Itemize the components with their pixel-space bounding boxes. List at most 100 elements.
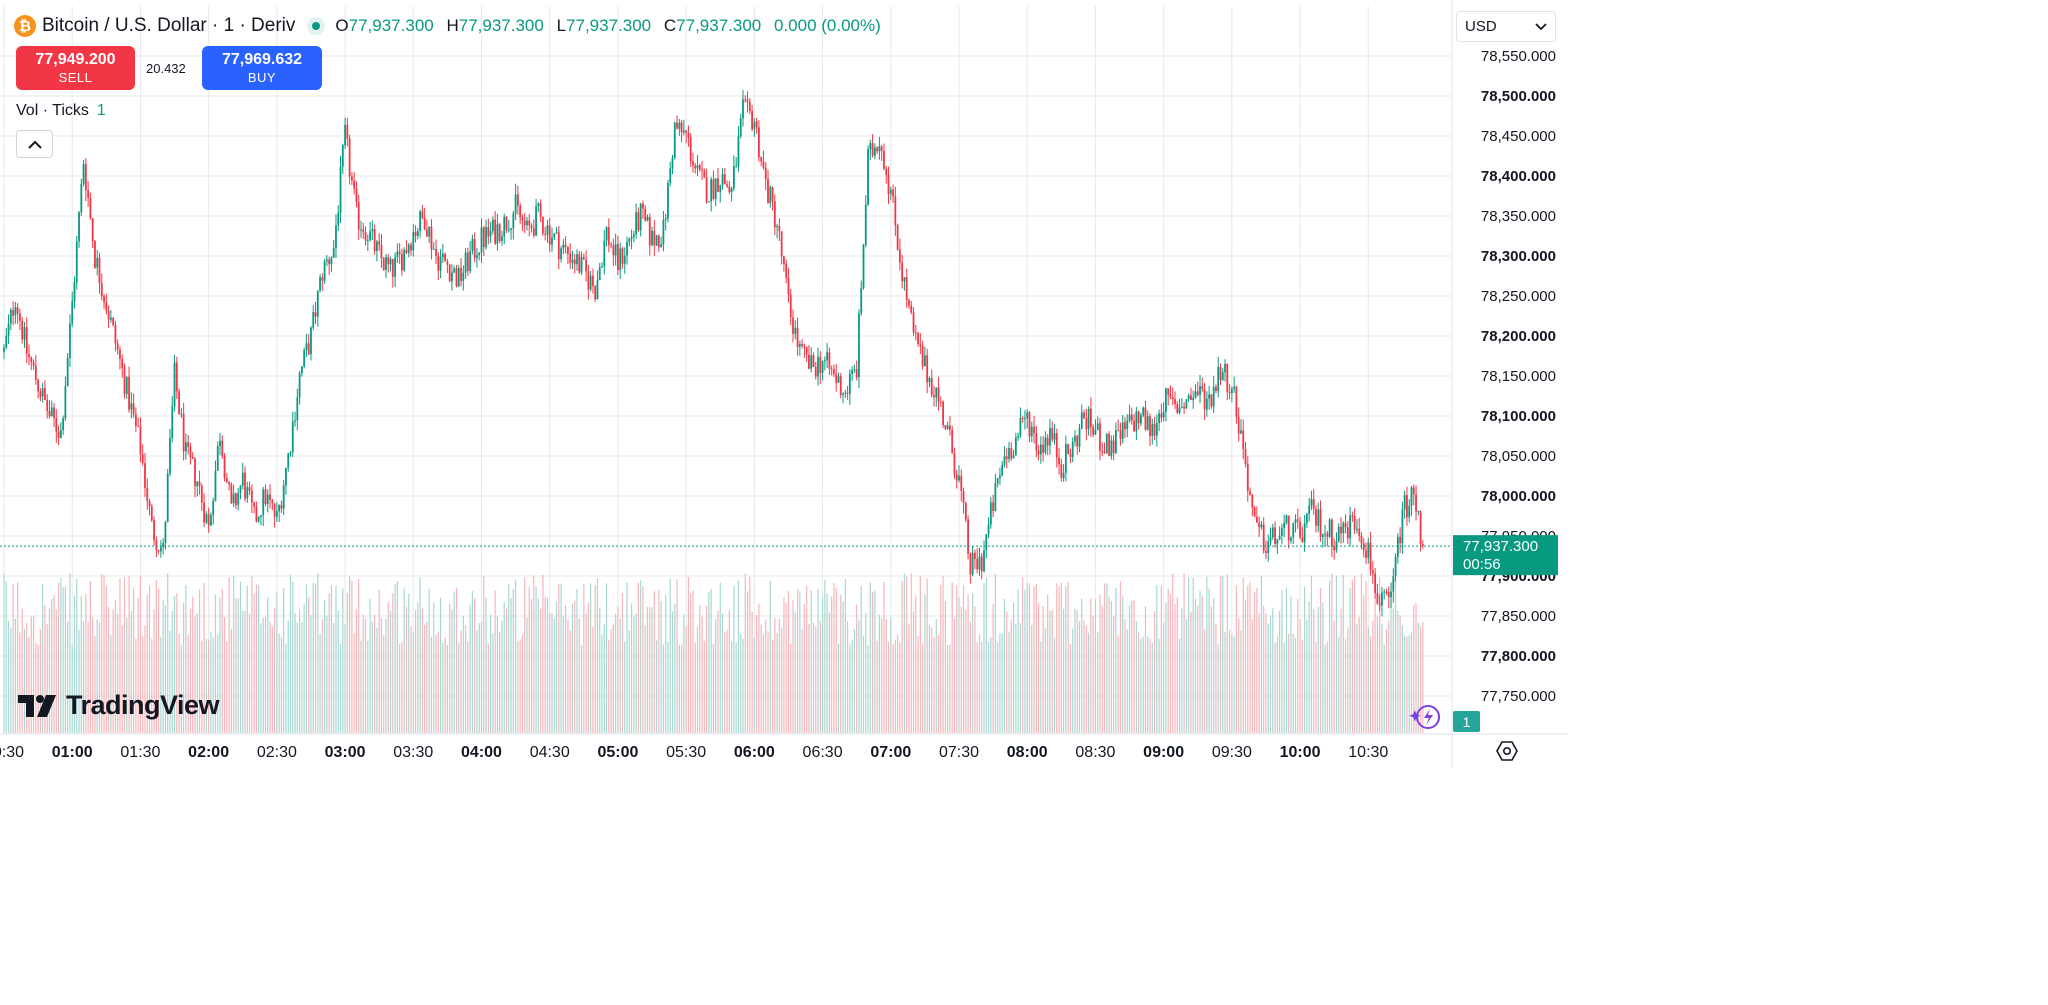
volume-bar xyxy=(283,588,285,733)
volume-bar xyxy=(1149,638,1151,733)
volume-bar xyxy=(858,619,860,733)
tradingview-logo[interactable]: TradingView xyxy=(18,690,220,721)
bottom-badge[interactable]: 1 xyxy=(1453,711,1480,732)
currency-select[interactable]: USD xyxy=(1456,11,1556,42)
candle-body xyxy=(1085,417,1088,430)
volume-bar xyxy=(462,615,464,733)
candle-body xyxy=(1417,511,1420,513)
volume-bar xyxy=(1078,621,1081,733)
volume-bar xyxy=(1074,608,1076,733)
volume-bar xyxy=(455,587,458,733)
candle-body xyxy=(369,231,371,241)
candle-body xyxy=(1017,435,1020,438)
volume-bar xyxy=(264,616,267,733)
candle-body xyxy=(348,138,351,177)
volume-bar xyxy=(658,589,660,733)
candle-body xyxy=(341,145,344,167)
volume-bar xyxy=(790,643,792,733)
price-axis[interactable]: 78,550.000 78,500.000 78,450.000 78,400.000… xyxy=(1481,48,1556,705)
volume-bar xyxy=(840,594,842,733)
symbol-title[interactable]: Bitcoin / U.S. Dollar · 1 · Deriv xyxy=(42,15,296,36)
volume-bar xyxy=(39,629,41,733)
volume-bar xyxy=(728,610,730,733)
candle-body xyxy=(39,391,42,397)
candle-body xyxy=(737,136,740,166)
candle-body xyxy=(214,470,217,501)
volume-bar xyxy=(1281,589,1283,733)
market-status-icon[interactable] xyxy=(307,17,326,35)
volume-bar xyxy=(308,597,310,733)
candle-body xyxy=(1142,407,1145,416)
candle-body xyxy=(328,259,331,265)
volume-bar xyxy=(694,642,696,733)
volume-bar xyxy=(246,585,248,733)
volume-bar xyxy=(1199,590,1201,733)
candle-body xyxy=(5,335,8,348)
candle-body xyxy=(291,421,294,453)
candle-body xyxy=(471,239,474,252)
candle-body xyxy=(1403,495,1406,510)
volume-legend[interactable]: Vol · Ticks 1 xyxy=(16,102,106,120)
candle-body xyxy=(1319,509,1322,537)
volume-bar xyxy=(653,591,655,733)
candle-body xyxy=(823,360,826,362)
volume-bar xyxy=(1356,624,1358,733)
time-axis[interactable]: 00:30 01:00 01:30 02:00 02:30 03:00 03:30 04:00… xyxy=(0,744,1388,761)
candle-body xyxy=(262,489,265,516)
sparkle-lightning-icon[interactable] xyxy=(1408,703,1444,733)
buy-button[interactable]: 77,969.632 BUY xyxy=(202,46,322,90)
sell-button[interactable]: 77,949.200 SELL xyxy=(16,46,135,90)
volume-bar xyxy=(1413,604,1415,733)
candle-body xyxy=(303,350,306,367)
volume-bar xyxy=(512,588,514,733)
candle-body xyxy=(803,345,806,347)
candle-body xyxy=(871,143,874,156)
volume-bar xyxy=(601,634,603,733)
candle-body xyxy=(835,374,838,383)
candle-body xyxy=(230,484,233,504)
volume-bar xyxy=(123,577,126,733)
volume-bar xyxy=(142,636,144,733)
volume-bar xyxy=(55,609,57,733)
candle-body xyxy=(480,227,483,253)
volume-bar xyxy=(453,592,455,733)
volume-bar xyxy=(1349,587,1351,733)
candle-body xyxy=(707,201,710,203)
volume-bar xyxy=(1238,618,1240,733)
candle-body xyxy=(701,169,703,171)
candle-body xyxy=(694,165,697,169)
volume-bar xyxy=(737,580,740,733)
candle-body xyxy=(621,248,624,264)
volume-bar xyxy=(924,594,926,733)
volume-bar xyxy=(542,574,544,733)
candle-body xyxy=(1328,519,1331,537)
candle-body xyxy=(1412,487,1415,495)
candle-body xyxy=(175,362,178,392)
volume-bar xyxy=(494,590,496,733)
volume-bar xyxy=(219,597,221,733)
candle-body xyxy=(275,511,278,517)
candle-body xyxy=(619,248,622,271)
candle-body xyxy=(1205,398,1208,410)
candle-body xyxy=(505,216,508,230)
candle-body xyxy=(1103,452,1106,454)
volume-bar xyxy=(267,597,269,733)
volume-bar xyxy=(1269,615,1272,733)
volume-bar xyxy=(906,576,908,733)
volume-bar xyxy=(1308,601,1310,733)
y-tick-label: 77,750.000 xyxy=(1481,688,1556,705)
chart-canvas[interactable]: 78,550.000 78,500.000 78,450.000 78,400.000… xyxy=(0,0,1568,769)
y-tick-label: 78,000.000 xyxy=(1481,488,1556,505)
volume-bar xyxy=(665,594,667,733)
collapse-legend-button[interactable] xyxy=(16,130,53,158)
volume-bar xyxy=(1135,620,1137,733)
settings-icon[interactable] xyxy=(1496,740,1518,762)
candle-body xyxy=(269,494,271,500)
volume-bar xyxy=(330,585,333,733)
volume-bar xyxy=(399,644,401,733)
candle-body xyxy=(1421,544,1424,547)
candle-body xyxy=(387,257,390,265)
candle-body xyxy=(714,178,717,199)
candle-body xyxy=(1337,526,1340,542)
candle-body xyxy=(1276,539,1279,544)
